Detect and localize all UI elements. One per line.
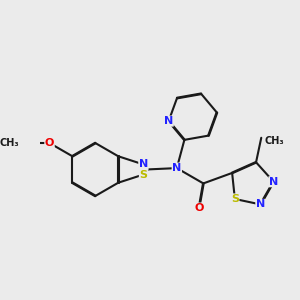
Text: O: O (194, 203, 204, 213)
Text: N: N (269, 177, 278, 187)
Text: N: N (164, 116, 173, 126)
Text: O: O (45, 138, 54, 148)
Text: CH₃: CH₃ (0, 138, 19, 148)
Text: N: N (172, 163, 182, 173)
Text: CH₃: CH₃ (264, 136, 284, 146)
Text: N: N (256, 200, 265, 209)
Text: N: N (139, 159, 148, 170)
Text: S: S (140, 169, 147, 179)
Text: S: S (231, 194, 239, 204)
